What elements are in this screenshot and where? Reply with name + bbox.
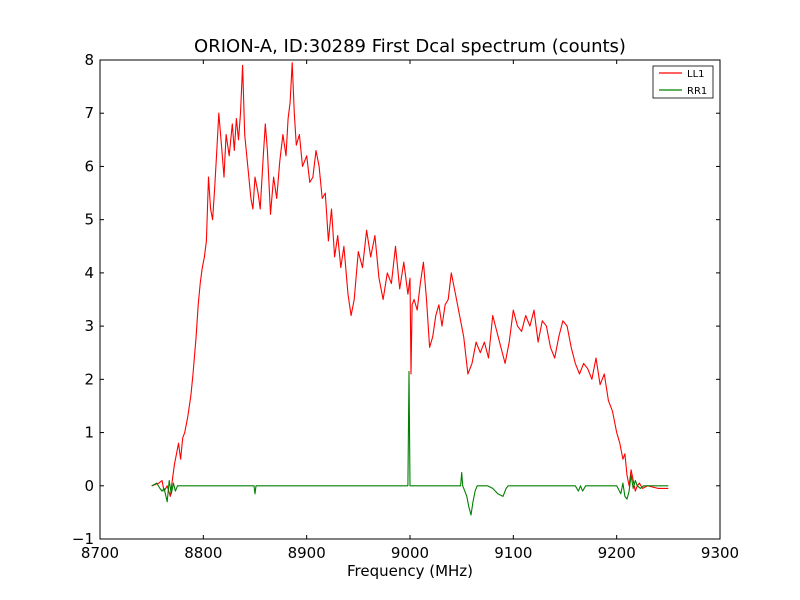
series-line-ll1 [151, 62, 669, 497]
y-tick-label: 2 [84, 370, 94, 388]
y-tick-label: 0 [84, 477, 94, 495]
x-tick-label: 8700 [81, 544, 119, 562]
legend-label-ll1: LL1 [687, 69, 705, 80]
x-tick-label: 8800 [184, 544, 222, 562]
y-tick-label: 1 [84, 424, 94, 442]
x-axis-label: Frequency (MHz) [347, 562, 473, 580]
y-tick-label: 5 [84, 211, 94, 229]
x-tick-label: 9200 [598, 544, 636, 562]
x-tick-label: 9300 [701, 544, 739, 562]
y-tick-label: 7 [84, 104, 94, 122]
legend-label-rr1: RR1 [687, 86, 707, 97]
legend-box [652, 65, 714, 99]
chart-title: ORION-A, ID:30289 First Dcal spectrum (c… [194, 36, 626, 57]
y-tick-label: 6 [84, 157, 94, 175]
y-tick-label: 4 [84, 264, 94, 282]
legend: LL1 RR1 [652, 65, 714, 99]
y-tick-label: −1 [72, 530, 94, 548]
series-line-rr1 [151, 370, 669, 516]
x-tick-label: 9000 [391, 544, 429, 562]
x-tick-label: 9100 [494, 544, 532, 562]
ticks-group: 8700 8800 8900 9000 9100 9200 9300 −1 0 1 2 3 4 5 6 7 8 [72, 51, 739, 562]
plot-area: 8700 8800 8900 9000 9100 9200 9300 −1 0 1 2 3 4 5 6 7 8 [72, 51, 739, 562]
y-tick-label: 8 [84, 51, 94, 69]
y-tick-label: 3 [84, 317, 94, 335]
x-tick-label: 8900 [288, 544, 326, 562]
series-group [151, 62, 669, 516]
